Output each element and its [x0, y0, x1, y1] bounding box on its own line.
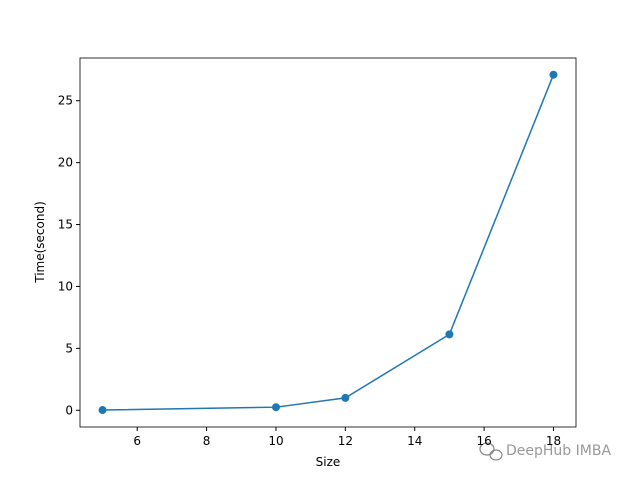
x-tick-label: 6 [133, 434, 141, 448]
point [271, 403, 280, 412]
watermark: DeepHub IMBA [506, 443, 611, 459]
y-tick-label: 0 [65, 403, 73, 417]
x-tick-label: 8 [203, 434, 211, 448]
y-tick-label: 25 [58, 94, 73, 108]
plot-frame [79, 57, 577, 428]
x-tick-label: 18 [546, 434, 561, 448]
point [549, 70, 558, 79]
y-axis-label: Time(second) [33, 201, 47, 284]
y-tick-label: 10 [58, 279, 73, 293]
point [98, 406, 107, 415]
line [102, 74, 555, 411]
y-tick-label: 15 [58, 218, 73, 232]
x-tick-label: 10 [268, 434, 283, 448]
point [445, 330, 454, 339]
x-axis-label: Size [316, 455, 341, 469]
x-tick-label: 16 [476, 434, 491, 448]
point [341, 393, 350, 402]
watermark-icon [479, 442, 503, 461]
x-tick-label: 14 [407, 434, 422, 448]
x-tick-label: 12 [338, 434, 353, 448]
y-tick-label: 20 [58, 156, 73, 170]
y-tick-label: 5 [65, 341, 73, 355]
